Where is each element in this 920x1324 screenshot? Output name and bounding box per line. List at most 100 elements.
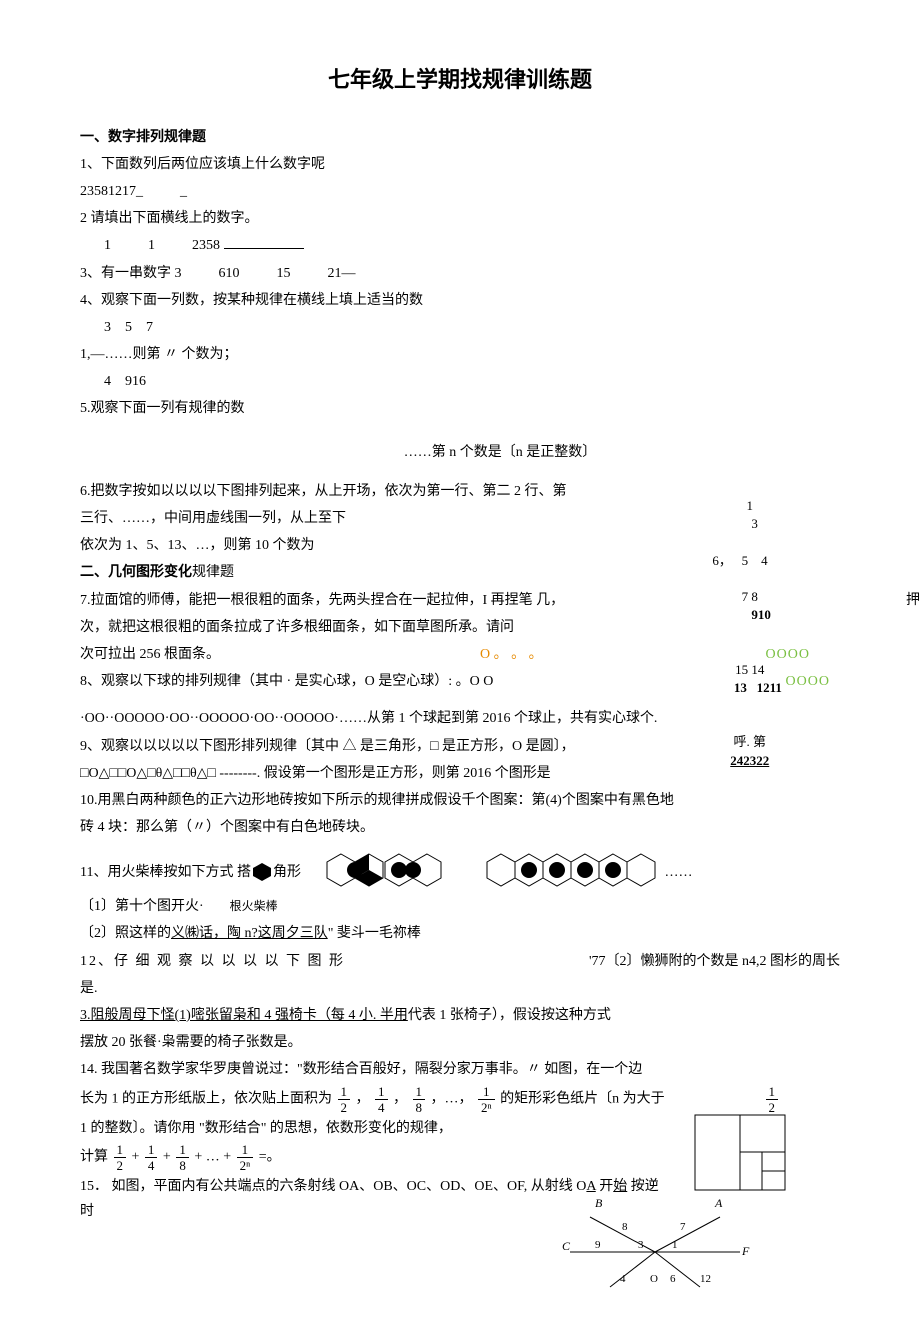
q11-sub2: 〔2〕照这样的	[80, 926, 171, 941]
q10-b: 砖 4 块：那么第（〃）个图案中有白色地砖块。	[80, 815, 840, 840]
q14-b-m2: ，	[393, 1091, 407, 1106]
q12-a: 12、仔 细 观 察 以 以 以 以 下 图 形	[80, 949, 345, 974]
q3-d: 21—	[328, 266, 356, 281]
tri-row1: 1 3	[650, 479, 830, 552]
q14-b-pre: 长为 1 的正方形纸版上，依次贴上面积为	[80, 1091, 332, 1106]
q5-body: ……第 n 个数是〔n 是正整数〕	[80, 440, 840, 465]
triangle-number-figure: 1 3 6， 5 4 7 8 910 15 14 13 1211 呼. 第 24…	[650, 479, 830, 788]
f18n: 1	[413, 1085, 426, 1100]
ray-num-9: 9	[595, 1239, 601, 1251]
f12n2: 1	[114, 1143, 127, 1158]
tri-r1-a: 1	[747, 498, 754, 513]
f12nn: 1	[478, 1085, 495, 1100]
q2-blank	[224, 234, 304, 249]
q15-e: 时	[80, 1204, 94, 1219]
plus2: +	[163, 1150, 171, 1165]
tri-r5: 呼. 第	[733, 734, 766, 749]
q14-b-m1: ，	[356, 1091, 370, 1106]
q14-a: 14. 我国著名数学家华罗庚曾说过："数形结合百般好，隔裂分家万事非。〃 如图，…	[80, 1057, 840, 1082]
hex-black-small-icon	[251, 862, 273, 882]
ray-label-O: O	[650, 1273, 658, 1285]
ray-num-3: 3	[638, 1239, 644, 1251]
f12d: 2	[338, 1100, 351, 1114]
q1-seq-tail: _	[180, 184, 187, 199]
dots3: …	[206, 1150, 220, 1165]
q14-d-pre: 计算	[80, 1150, 108, 1165]
q12-line: 12、仔 细 观 察 以 以 以 以 下 图 形 '77〔2〕懒狮附的个数是 n…	[80, 949, 840, 974]
q1-text: 1、下面数列后两位应该填上什么数字呢	[80, 152, 840, 177]
q7-a-tail: 押拉伸，致复	[906, 588, 920, 613]
q11-sub2-line: 〔2〕照这样的义㈱话，陶 n?这周夕三队" 斐斗一毛祢棒	[80, 921, 840, 946]
section1-heading: 一、数字排列规律题	[80, 125, 840, 150]
q2-sequence: 1 1 2358	[80, 233, 840, 258]
fig14-half: 12	[764, 1085, 781, 1114]
q8-line: 8、观察以下球的排列规律（其中 · 是实心球，O 是空心球）: 。O O OOO…	[80, 669, 840, 694]
q11-line: 11、用火柴棒按如下方式 搭 角形	[80, 852, 840, 892]
q7-a-line: 7.拉面馆的师傅，能把一根很粗的面条，先两头捏合在一起拉伸，I 再捏笔 几， 押…	[80, 588, 840, 613]
ray-num-7: 7	[680, 1221, 686, 1233]
ray-label-F: F	[741, 1244, 750, 1258]
q4-text: 4、观察下面一列数，按某种规律在横线上填上适当的数	[80, 288, 840, 313]
q14-b-post: 的矩形彩色纸片〔n 为大于	[500, 1091, 665, 1106]
ray-num-1: 1	[672, 1239, 678, 1251]
q7-right-circles: OOOO	[766, 642, 810, 667]
q4-mid: 1,—……则第 〃 个数为；	[80, 342, 840, 367]
q12-c: 是.	[80, 976, 840, 1001]
plus4: +	[223, 1150, 231, 1165]
f14d2: 4	[145, 1158, 158, 1172]
q13-b: 摆放 20 张餐·枭需要的椅子张数是。	[80, 1030, 840, 1055]
f12nd: 2ⁿ	[478, 1100, 495, 1114]
q11-sub2-u: 义㈱话，陶 n?这周夕三队	[171, 926, 328, 941]
q7-small-circles: O 。 。 。	[480, 642, 543, 667]
f18n2: 1	[176, 1143, 189, 1158]
q2-c: 2358	[192, 238, 220, 253]
q1-sequence: 23581217_ _	[80, 179, 840, 204]
fig14-half-n: 1	[766, 1085, 779, 1100]
q11-sub2-tail: " 斐斗一毛祢棒	[328, 926, 421, 941]
q8-text: 8、观察以下球的排列规律（其中 · 是实心球，O 是空心球）: 。O O	[80, 674, 493, 689]
q14-block: 12 长为 1 的正方形纸版上，依次贴上面积为 12 ， 14 ， 18 ，…，…	[80, 1085, 840, 1172]
q3-line: 3、有一串数字 3 610 15 21—	[80, 261, 840, 286]
ray-label-B: B	[595, 1196, 603, 1210]
plus1: +	[132, 1150, 140, 1165]
hex-pattern-2-icon	[321, 852, 461, 892]
q2-text: 2 请填出下面横线上的数字。	[80, 206, 840, 231]
ray-figure: B A C F 8 7 9 3 1 4 O 6 12	[560, 1182, 750, 1301]
q11-sub1-line: 〔1〕第十个图开火· 根火柴棒	[80, 894, 840, 919]
f12d2: 2	[114, 1158, 127, 1172]
page-title: 七年级上学期找规律训练题	[80, 60, 840, 100]
q7-c-line: 次可拉出 256 根面条。 O 。 。 。 OOOO	[80, 642, 840, 667]
q11-text: 11、用火柴棒按如下方式 搭	[80, 860, 251, 885]
q7-c: 次可拉出 256 根面条。	[80, 647, 220, 662]
q1-seq-nums: 23581217_	[80, 184, 143, 199]
f14n2: 1	[145, 1143, 158, 1158]
q3-a: 3、有一串数字 3	[80, 266, 182, 281]
q11-mid: 角形	[273, 860, 301, 885]
f12nd2: 2ⁿ	[237, 1158, 254, 1172]
q14-b-m3: ，…，	[431, 1091, 473, 1106]
hex-dots: ……	[661, 860, 693, 885]
q6-block: 1 3 6， 5 4 7 8 910 15 14 13 1211 呼. 第 24…	[80, 479, 840, 640]
q13-a: 3.阻般周母下怪(1)嘧张留枭和 4 强椅卡（每 4 小. 半用	[80, 1008, 408, 1023]
q15-a: 15． 如图，平面内有公共端点的六条射线 OA、OB、OC、OD、OE、OF,	[80, 1179, 531, 1194]
q4-row2: 4 916	[80, 369, 840, 394]
q13-a-tail: 代表 1 张椅子），假设按这种方式	[408, 1008, 611, 1023]
ray-num-4: 4	[620, 1273, 626, 1285]
q13-a-line: 3.阻般周母下怪(1)嘧张留枭和 4 强椅卡（每 4 小. 半用代表 1 张椅子…	[80, 1003, 840, 1028]
q2-b: 1	[148, 238, 155, 253]
f18d: 8	[413, 1100, 426, 1114]
section2-tail: 规律题	[192, 565, 234, 580]
tri-r5-u: 242322	[730, 753, 769, 768]
f14n: 1	[375, 1085, 388, 1100]
hex-pattern-3-icon	[481, 852, 661, 892]
q11-block: 11、用火柴棒按如下方式 搭 角形	[80, 852, 840, 946]
q11-sub1-mid: 根火柴棒	[230, 896, 278, 918]
q4-row1: 3 5 7	[80, 315, 840, 340]
ray-label-C: C	[562, 1239, 571, 1253]
f14d: 4	[375, 1100, 388, 1114]
q12-b: '77〔2〕懒狮附的个数是 n4,2 图杉的周长	[589, 949, 840, 974]
q3-b: 610	[219, 266, 240, 281]
ray-label-A: A	[714, 1196, 723, 1210]
q2-a: 1	[104, 238, 111, 253]
ray-num-8: 8	[622, 1221, 628, 1233]
